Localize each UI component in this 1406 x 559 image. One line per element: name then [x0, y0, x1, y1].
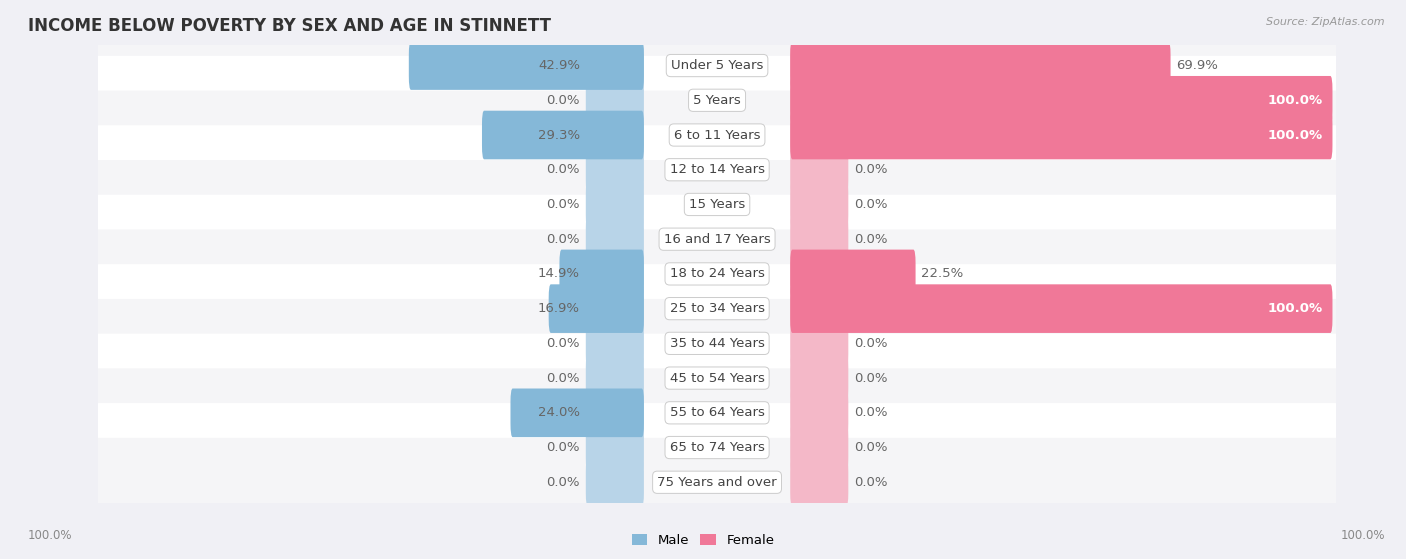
Text: 25 to 34 Years: 25 to 34 Years — [669, 302, 765, 315]
FancyBboxPatch shape — [586, 180, 644, 229]
Text: 0.0%: 0.0% — [547, 441, 579, 454]
Text: 0.0%: 0.0% — [547, 94, 579, 107]
FancyBboxPatch shape — [586, 76, 644, 125]
FancyBboxPatch shape — [790, 285, 1333, 333]
FancyBboxPatch shape — [94, 125, 1340, 214]
Text: 0.0%: 0.0% — [547, 233, 579, 246]
Text: 5 Years: 5 Years — [693, 94, 741, 107]
FancyBboxPatch shape — [94, 368, 1340, 457]
FancyBboxPatch shape — [94, 299, 1340, 388]
Text: Under 5 Years: Under 5 Years — [671, 59, 763, 72]
FancyBboxPatch shape — [586, 145, 644, 194]
Text: Source: ZipAtlas.com: Source: ZipAtlas.com — [1267, 17, 1385, 27]
FancyBboxPatch shape — [586, 354, 644, 402]
Text: 100.0%: 100.0% — [1267, 129, 1322, 141]
Text: 16 and 17 Years: 16 and 17 Years — [664, 233, 770, 246]
FancyBboxPatch shape — [586, 250, 644, 298]
Text: 0.0%: 0.0% — [547, 337, 579, 350]
Text: 100.0%: 100.0% — [1267, 302, 1322, 315]
FancyBboxPatch shape — [790, 250, 915, 298]
FancyBboxPatch shape — [409, 41, 644, 90]
FancyBboxPatch shape — [94, 264, 1340, 353]
Text: 22.5%: 22.5% — [921, 267, 963, 281]
Text: 75 Years and over: 75 Years and over — [657, 476, 778, 489]
FancyBboxPatch shape — [790, 215, 848, 263]
FancyBboxPatch shape — [548, 285, 644, 333]
FancyBboxPatch shape — [94, 21, 1340, 110]
FancyBboxPatch shape — [482, 111, 644, 159]
Text: 0.0%: 0.0% — [855, 233, 887, 246]
Text: 35 to 44 Years: 35 to 44 Years — [669, 337, 765, 350]
FancyBboxPatch shape — [560, 250, 644, 298]
FancyBboxPatch shape — [790, 41, 848, 90]
Text: 24.0%: 24.0% — [538, 406, 579, 419]
Text: 42.9%: 42.9% — [538, 59, 579, 72]
FancyBboxPatch shape — [586, 111, 644, 159]
Text: 100.0%: 100.0% — [1267, 94, 1322, 107]
FancyBboxPatch shape — [586, 41, 644, 90]
Text: 45 to 54 Years: 45 to 54 Years — [669, 372, 765, 385]
FancyBboxPatch shape — [790, 458, 848, 506]
FancyBboxPatch shape — [790, 319, 848, 368]
FancyBboxPatch shape — [94, 56, 1340, 145]
Text: 15 Years: 15 Years — [689, 198, 745, 211]
Text: 29.3%: 29.3% — [537, 129, 579, 141]
FancyBboxPatch shape — [94, 160, 1340, 249]
FancyBboxPatch shape — [586, 389, 644, 437]
FancyBboxPatch shape — [94, 403, 1340, 492]
FancyBboxPatch shape — [94, 229, 1340, 319]
Text: 0.0%: 0.0% — [855, 337, 887, 350]
FancyBboxPatch shape — [94, 195, 1340, 283]
FancyBboxPatch shape — [790, 111, 848, 159]
FancyBboxPatch shape — [790, 180, 848, 229]
Text: 0.0%: 0.0% — [547, 198, 579, 211]
Text: 0.0%: 0.0% — [547, 163, 579, 176]
FancyBboxPatch shape — [586, 285, 644, 333]
Text: 65 to 74 Years: 65 to 74 Years — [669, 441, 765, 454]
FancyBboxPatch shape — [790, 76, 848, 125]
FancyBboxPatch shape — [790, 423, 848, 472]
Text: 6 to 11 Years: 6 to 11 Years — [673, 129, 761, 141]
Text: 0.0%: 0.0% — [855, 198, 887, 211]
FancyBboxPatch shape — [586, 458, 644, 506]
Text: INCOME BELOW POVERTY BY SEX AND AGE IN STINNETT: INCOME BELOW POVERTY BY SEX AND AGE IN S… — [28, 17, 551, 35]
FancyBboxPatch shape — [790, 285, 848, 333]
FancyBboxPatch shape — [790, 389, 848, 437]
Text: 14.9%: 14.9% — [538, 267, 579, 281]
Text: 55 to 64 Years: 55 to 64 Years — [669, 406, 765, 419]
Text: 0.0%: 0.0% — [547, 476, 579, 489]
FancyBboxPatch shape — [94, 91, 1340, 179]
FancyBboxPatch shape — [790, 76, 1333, 125]
Text: 0.0%: 0.0% — [855, 441, 887, 454]
Legend: Male, Female: Male, Female — [626, 529, 780, 552]
Text: 12 to 14 Years: 12 to 14 Years — [669, 163, 765, 176]
FancyBboxPatch shape — [790, 41, 1171, 90]
FancyBboxPatch shape — [790, 354, 848, 402]
Text: 0.0%: 0.0% — [855, 406, 887, 419]
FancyBboxPatch shape — [790, 111, 1333, 159]
Text: 69.9%: 69.9% — [1177, 59, 1219, 72]
Text: 16.9%: 16.9% — [538, 302, 579, 315]
FancyBboxPatch shape — [94, 438, 1340, 527]
Text: 100.0%: 100.0% — [1340, 529, 1385, 542]
FancyBboxPatch shape — [94, 334, 1340, 423]
Text: 100.0%: 100.0% — [28, 529, 73, 542]
Text: 0.0%: 0.0% — [855, 163, 887, 176]
Text: 18 to 24 Years: 18 to 24 Years — [669, 267, 765, 281]
FancyBboxPatch shape — [586, 215, 644, 263]
FancyBboxPatch shape — [790, 145, 848, 194]
Text: 0.0%: 0.0% — [855, 476, 887, 489]
FancyBboxPatch shape — [586, 319, 644, 368]
Text: 0.0%: 0.0% — [547, 372, 579, 385]
FancyBboxPatch shape — [510, 389, 644, 437]
FancyBboxPatch shape — [586, 423, 644, 472]
Text: 0.0%: 0.0% — [855, 372, 887, 385]
FancyBboxPatch shape — [790, 250, 848, 298]
